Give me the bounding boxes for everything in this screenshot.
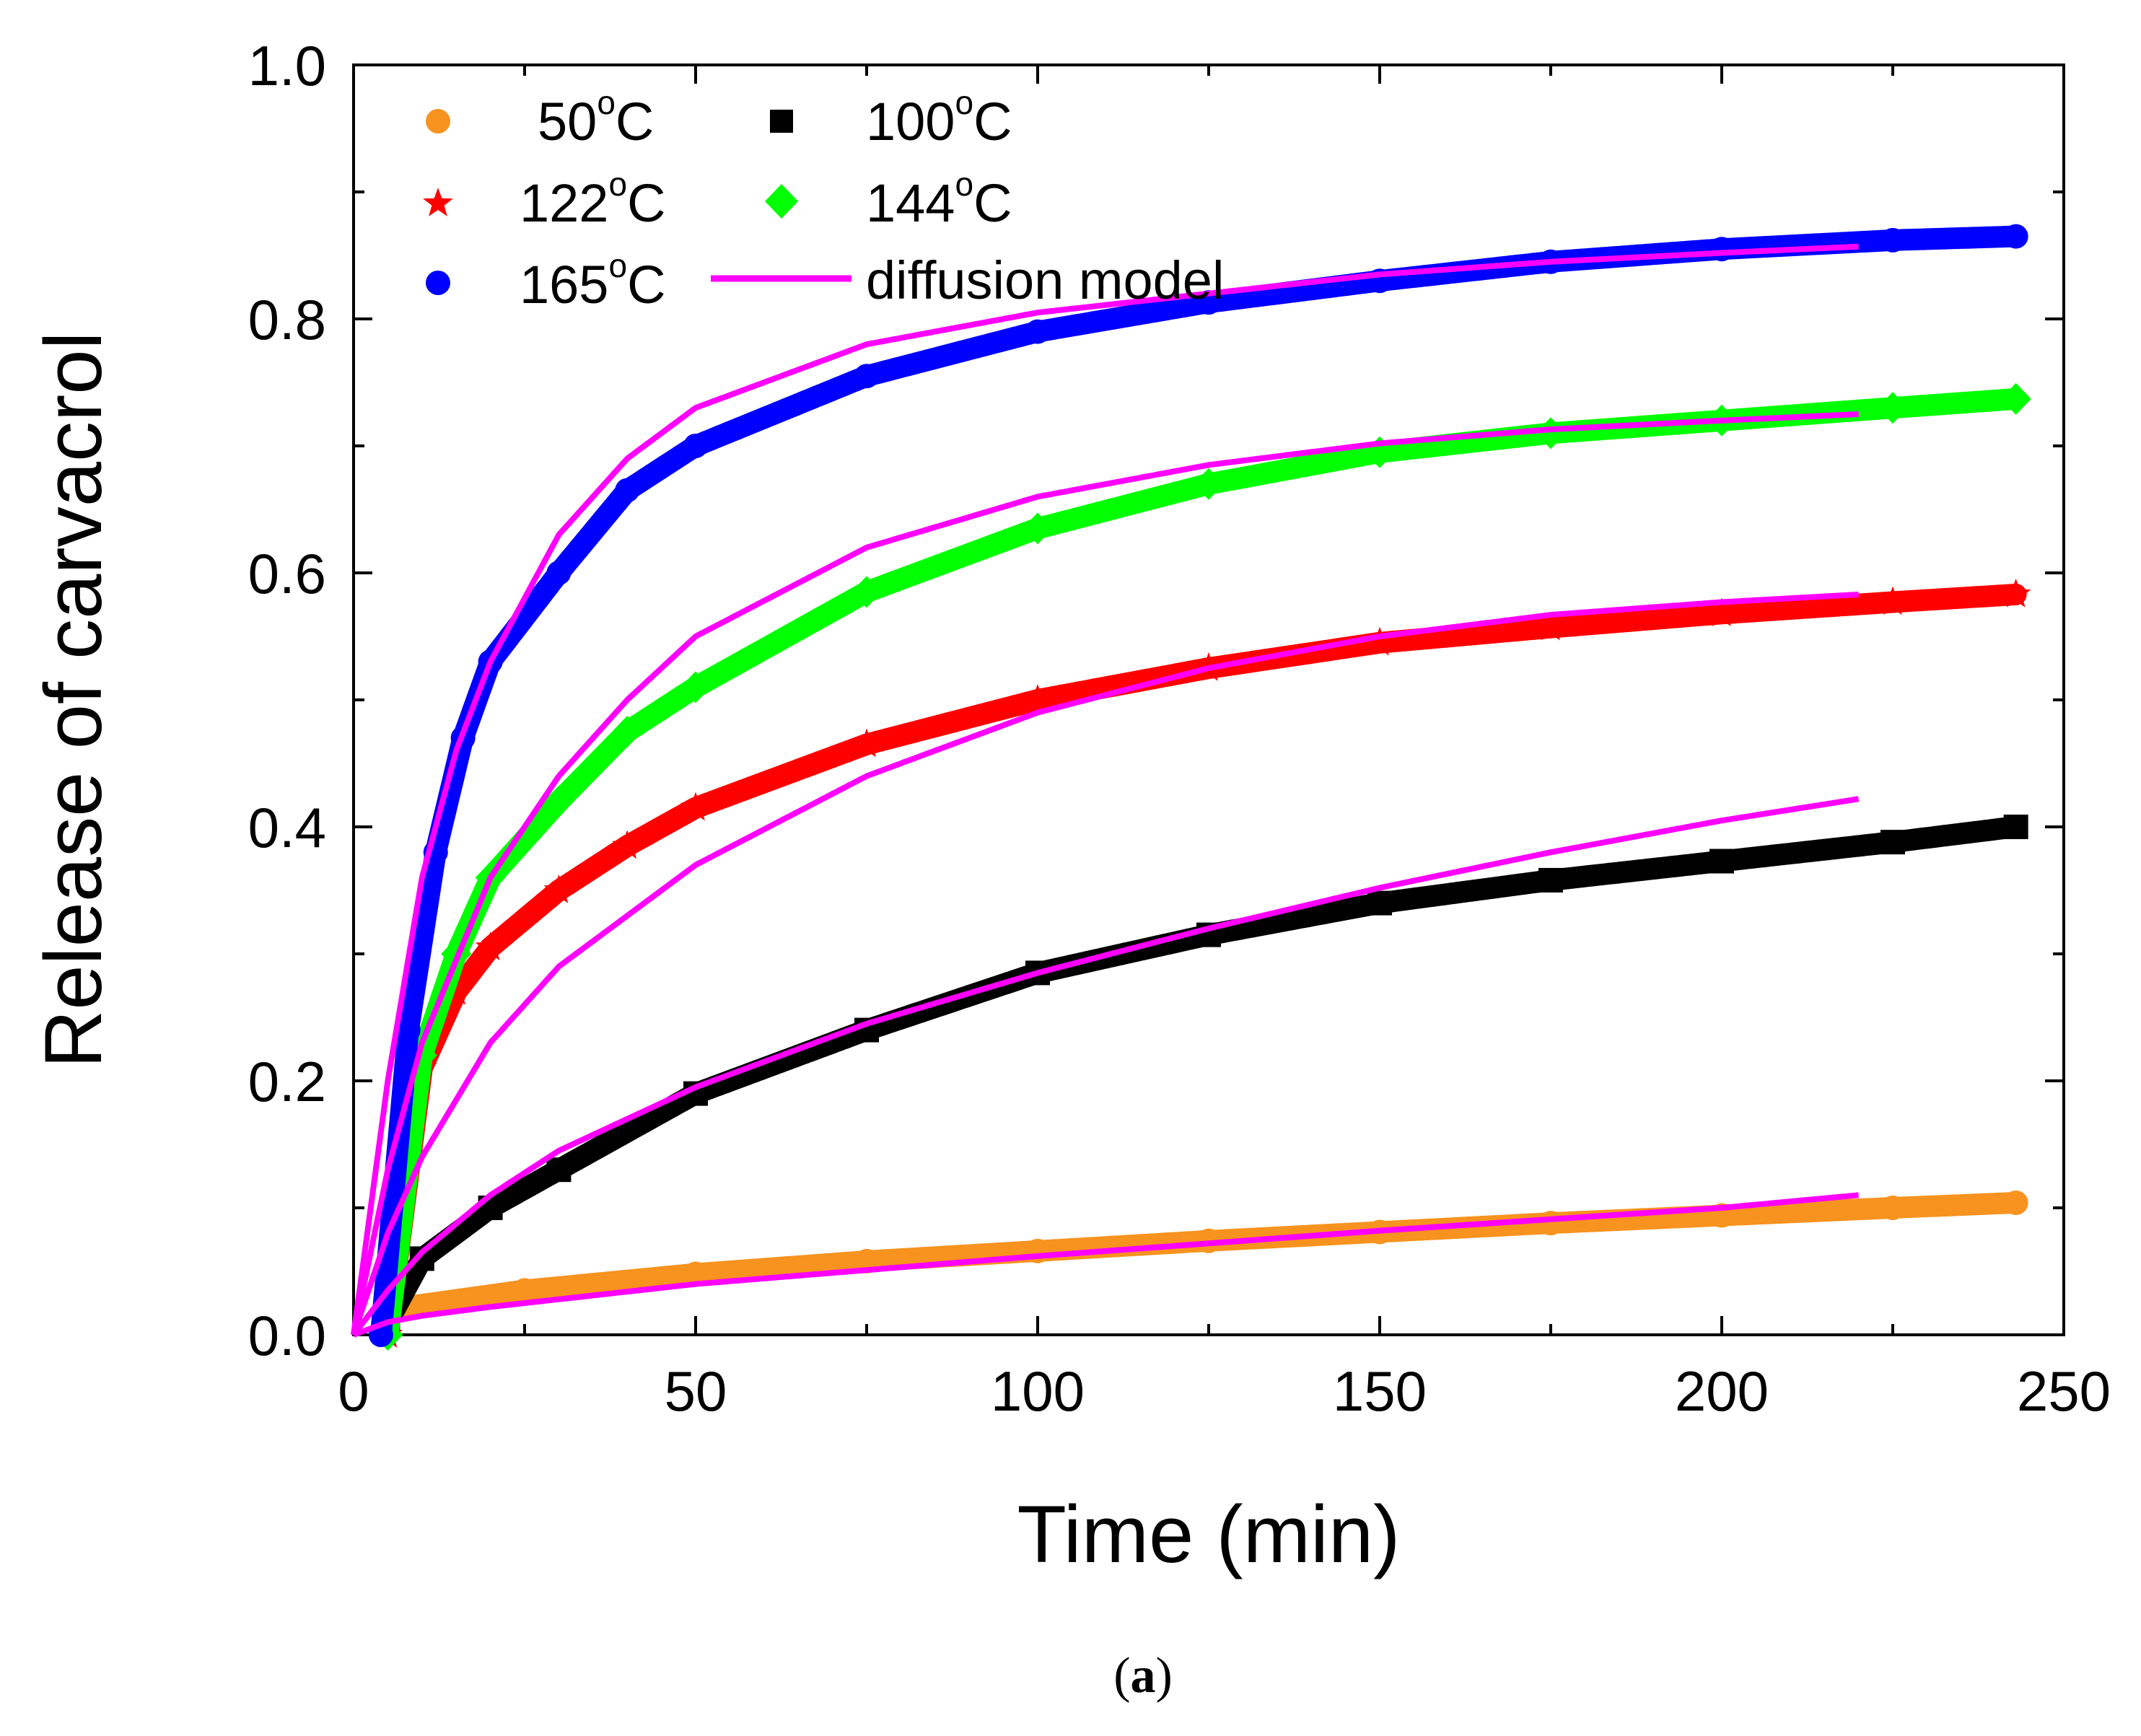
series-122c-point	[1023, 684, 1053, 713]
series-100c-point	[1367, 890, 1392, 916]
x-tick-label: 50	[665, 1359, 727, 1423]
y-tick-label: 0.0	[248, 1304, 326, 1367]
x-tick-label: 250	[2017, 1359, 2111, 1423]
legend-marker-122c	[423, 188, 453, 216]
series-144c-point	[1023, 512, 1053, 545]
y-axis-title: Release of carvacrol	[28, 332, 118, 1069]
series-50c	[375, 1190, 2028, 1322]
figure-caption: (a)	[1113, 1648, 1173, 1704]
ticks-layer: 0 50 100 150 200 250 0.0 0.2 0.4 0.6 0.8 1.0	[248, 34, 2111, 1423]
diffusion-model-curve-2	[351, 796, 1860, 1337]
series-165c-point	[683, 434, 708, 458]
x-tick-label: 0	[338, 1359, 369, 1423]
x-axis-title: Time (min)	[1017, 1489, 1401, 1579]
series-50c-point	[1881, 1196, 1905, 1220]
legend-label-100c: 100oC	[866, 84, 1012, 152]
series-122c-point	[2000, 578, 2031, 608]
series-144c-point	[851, 576, 882, 608]
series-50c-point	[683, 1261, 708, 1286]
legend-label-144c: 144oC	[866, 165, 1012, 233]
series-144c-point	[1878, 392, 1908, 424]
y-tick-label: 1.0	[248, 34, 326, 97]
diffusion-model-curve-1	[352, 1192, 1859, 1338]
series-144c-point	[680, 671, 711, 703]
series-165c-point	[615, 478, 640, 503]
series-144c-point	[1194, 468, 1224, 500]
x-tick-label: 150	[1333, 1359, 1427, 1423]
diffusion-model-curve-3	[351, 591, 1859, 1336]
y-tick-label: 0.2	[248, 1050, 326, 1113]
series-165c-point	[395, 1017, 421, 1043]
x-tick-label: 100	[991, 1359, 1085, 1423]
series-122c-point	[1878, 586, 1908, 615]
series-122c-point	[680, 792, 711, 821]
y-tick-label: 0.8	[248, 288, 326, 351]
legend-label-122c: 122oC	[520, 165, 666, 233]
legend: 50oC 100oC 122oC 144oC 165oC diffusion m…	[423, 84, 1224, 315]
series-144c-point	[1536, 417, 1566, 450]
series-165c-point	[1881, 227, 1905, 253]
series-50c-point	[2003, 1190, 2028, 1215]
series-50c-point	[1538, 1211, 1563, 1236]
series-165c-point	[1025, 319, 1050, 344]
series-100c-point	[1709, 849, 1734, 874]
series-100c-point	[1881, 830, 1905, 855]
series-100c-point	[2003, 815, 2028, 839]
series-100c-point	[546, 1157, 572, 1183]
legend-marker-50c	[426, 109, 450, 133]
data-layer	[368, 224, 2031, 1351]
legend-label-165c: 165oC	[520, 247, 666, 315]
series-122c-point	[543, 874, 574, 903]
series-165c-point	[854, 364, 879, 389]
series-122c-point	[1707, 597, 1737, 627]
series-144c-band	[377, 387, 2027, 1346]
series-122c-point	[441, 976, 472, 1005]
series-122c-point	[1536, 611, 1566, 641]
series-100c	[375, 815, 2028, 1335]
diffusion-model-curve-5	[351, 243, 1859, 1336]
series-165c-point	[546, 561, 572, 585]
series-100c-point	[1538, 867, 1563, 893]
legend-marker-100c	[770, 110, 793, 133]
series-165c-point	[1709, 237, 1734, 262]
series-50c-point	[512, 1278, 537, 1303]
series-144c-point	[612, 716, 643, 748]
series-144c-point	[543, 785, 574, 817]
diffusion-model-curve-4	[351, 411, 1859, 1336]
y-tick-label: 0.4	[248, 796, 326, 859]
model-layer	[351, 243, 1860, 1338]
series-144c-point	[2000, 382, 2031, 415]
legend-label-diffusion-model: diffusion model	[866, 250, 1224, 310]
series-165c-band	[369, 225, 2027, 1346]
series-122c-point	[1365, 626, 1395, 656]
series-122c-point	[851, 728, 882, 758]
x-tick-label: 200	[1675, 1359, 1769, 1423]
legend-marker-144c	[765, 184, 798, 219]
y-tick-label: 0.6	[248, 542, 326, 605]
legend-label-50c: 50oC	[538, 84, 654, 152]
series-122c-point	[612, 830, 643, 859]
series-122c-point	[475, 931, 506, 960]
legend-marker-165c	[426, 271, 450, 295]
series-165c-point	[2003, 224, 2028, 249]
series-165c	[368, 224, 2028, 1347]
